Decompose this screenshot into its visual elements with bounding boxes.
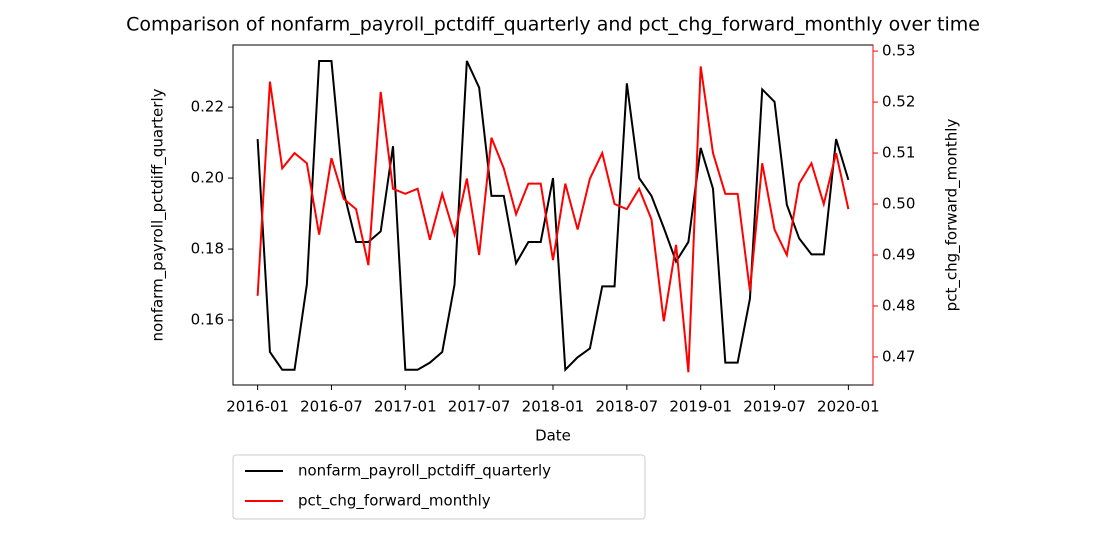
y-tick-label: 0.16 (191, 311, 224, 329)
y-axis-label: nonfarm_payroll_pctdiff_quarterly (149, 88, 168, 341)
x-tick-label: 2020-01 (817, 398, 880, 416)
y2-tick-label: 0.51 (882, 144, 915, 162)
y2-axis-label: pct_chg_forward_monthly (943, 119, 962, 312)
x-axis-label: Date (535, 427, 571, 445)
series-line (256, 66, 850, 373)
plot-frame (232, 44, 874, 386)
series-line (256, 59, 850, 373)
y-tick-label: 0.18 (191, 240, 224, 258)
y2-tick-label: 0.50 (882, 195, 915, 213)
x-tick-label: 2017-01 (374, 398, 437, 416)
x-tick-label: 2018-07 (596, 398, 659, 416)
x-tick-label: 2017-07 (448, 398, 511, 416)
y2-tick-label: 0.49 (882, 246, 915, 264)
y2-tick-label: 0.47 (882, 347, 915, 365)
y-tick-label: 0.20 (191, 169, 224, 187)
y2-tick-label: 0.52 (882, 93, 915, 111)
x-tick-label: 2016-01 (226, 398, 289, 416)
legend-label: pct_chg_forward_monthly (298, 492, 491, 511)
y2-tick-label: 0.48 (882, 296, 915, 314)
x-tick-label: 2019-01 (669, 398, 732, 416)
chart-title: Comparison of nonfarm_payroll_pctdiff_qu… (126, 14, 980, 36)
legend-box (232, 454, 646, 520)
x-tick-label: 2016-07 (300, 398, 363, 416)
x-tick-label: 2019-07 (743, 398, 806, 416)
x-tick-label: 2018-01 (522, 398, 585, 416)
y2-tick-label: 0.53 (882, 42, 915, 60)
y-tick-label: 0.22 (191, 98, 224, 116)
legend-label: nonfarm_payroll_pctdiff_quarterly (298, 462, 551, 481)
